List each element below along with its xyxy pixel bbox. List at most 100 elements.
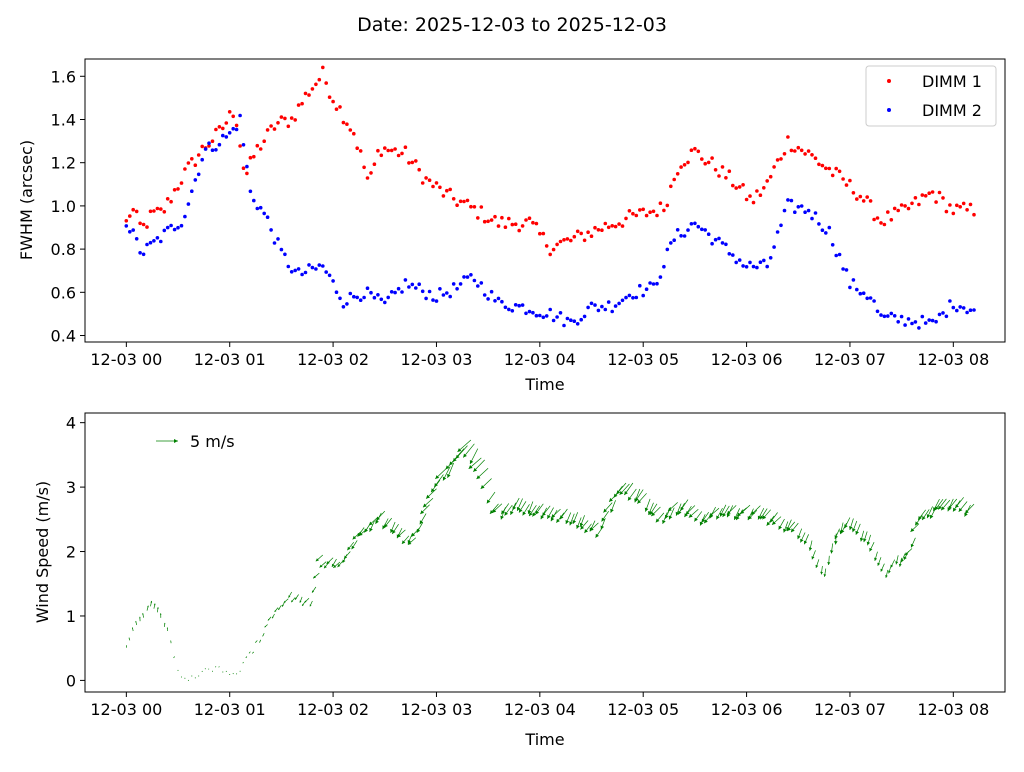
data-point-dimm1 — [273, 127, 277, 131]
data-point-dimm1 — [831, 174, 835, 178]
data-point-dimm1 — [411, 161, 415, 165]
data-point-dimm1 — [321, 66, 325, 70]
data-point-dimm2 — [721, 241, 725, 245]
data-point-dimm2 — [717, 237, 721, 241]
data-point-dimm2 — [180, 224, 184, 228]
data-point-dimm1 — [414, 159, 418, 163]
data-point-dimm1 — [793, 149, 797, 153]
data-point-dimm2 — [125, 224, 129, 228]
data-point-dimm1 — [149, 210, 153, 214]
data-point-dimm1 — [927, 191, 931, 195]
data-point-dimm1 — [855, 197, 859, 201]
data-point-dimm1 — [776, 158, 780, 162]
data-point-dimm2 — [821, 228, 825, 232]
data-point-dimm2 — [769, 256, 773, 260]
data-point-dimm2 — [517, 304, 521, 308]
data-point-dimm2 — [752, 265, 756, 269]
data-point-dimm1 — [597, 228, 601, 232]
data-point-dimm1 — [865, 195, 869, 199]
wind-arrow — [222, 672, 223, 673]
y-tick-label: 1.0 — [51, 197, 76, 216]
data-point-dimm2 — [693, 222, 697, 226]
wind-arrow — [236, 673, 237, 674]
data-point-dimm1 — [731, 184, 735, 188]
data-point-dimm2 — [156, 236, 160, 240]
data-point-dimm2 — [490, 290, 494, 294]
data-point-dimm2 — [952, 306, 956, 310]
data-point-dimm2 — [545, 314, 549, 318]
data-point-dimm2 — [252, 199, 256, 203]
data-point-dimm1 — [352, 132, 356, 136]
data-point-dimm1 — [197, 153, 201, 157]
data-point-dimm1 — [896, 209, 900, 213]
data-point-dimm2 — [163, 229, 167, 233]
data-point-dimm1 — [183, 167, 187, 171]
data-point-dimm1 — [476, 216, 480, 220]
data-point-dimm1 — [404, 145, 408, 149]
data-point-dimm1 — [890, 218, 894, 222]
data-point-dimm2 — [797, 205, 801, 209]
data-point-dimm2 — [131, 228, 135, 232]
data-point-dimm2 — [655, 282, 659, 286]
data-point-dimm2 — [228, 131, 232, 135]
data-point-dimm2 — [448, 295, 452, 299]
data-point-dimm1 — [828, 167, 832, 171]
data-point-dimm2 — [218, 143, 222, 147]
data-point-dimm1 — [500, 216, 504, 220]
data-point-dimm2 — [366, 286, 370, 290]
data-point-dimm2 — [800, 204, 804, 208]
data-point-dimm2 — [728, 252, 732, 256]
data-point-dimm1 — [583, 239, 587, 243]
data-point-dimm2 — [927, 318, 931, 322]
data-point-dimm1 — [728, 169, 732, 173]
data-point-dimm1 — [314, 83, 318, 87]
data-point-dimm2 — [690, 222, 694, 226]
data-point-dimm2 — [207, 141, 211, 145]
data-point-dimm1 — [214, 128, 218, 132]
data-point-dimm2 — [173, 228, 177, 232]
x-tick-label: 12-03 05 — [607, 700, 679, 719]
x-tick-label: 12-03 03 — [400, 350, 472, 369]
data-point-dimm1 — [869, 199, 873, 203]
wind-arrow — [184, 678, 185, 679]
legend-label-dimm2: DIMM 2 — [922, 101, 982, 120]
data-point-dimm1 — [635, 214, 639, 218]
data-point-dimm1 — [225, 121, 229, 125]
data-point-dimm2 — [269, 228, 273, 232]
data-point-dimm1 — [190, 157, 194, 161]
data-point-dimm1 — [576, 230, 580, 234]
data-point-dimm1 — [879, 221, 883, 225]
data-point-dimm2 — [597, 309, 601, 313]
data-point-dimm2 — [386, 296, 390, 300]
data-point-dimm2 — [359, 298, 363, 302]
data-point-dimm1 — [628, 209, 632, 213]
data-point-dimm2 — [338, 297, 342, 301]
data-point-dimm1 — [255, 144, 259, 148]
data-point-dimm1 — [862, 199, 866, 203]
data-point-dimm2 — [242, 143, 246, 147]
y-tick-label: 1.4 — [51, 110, 76, 129]
data-point-dimm1 — [962, 202, 966, 206]
data-point-dimm2 — [259, 206, 263, 210]
data-point-dimm1 — [324, 81, 328, 85]
data-point-dimm1 — [355, 146, 359, 150]
data-point-dimm1 — [745, 198, 749, 202]
data-point-dimm1 — [138, 222, 142, 226]
data-point-dimm1 — [142, 223, 146, 227]
data-point-dimm2 — [521, 303, 525, 307]
data-point-dimm2 — [641, 294, 645, 298]
data-point-dimm2 — [469, 273, 473, 277]
data-point-dimm2 — [707, 232, 711, 236]
data-point-dimm2 — [190, 189, 194, 193]
data-point-dimm1 — [817, 163, 821, 167]
data-point-dimm1 — [293, 118, 297, 122]
wind-y-axis-label: Wind Speed (m/s) — [33, 481, 52, 623]
data-point-dimm1 — [810, 153, 814, 157]
data-point-dimm1 — [304, 92, 308, 96]
data-point-dimm1 — [535, 222, 539, 226]
data-point-dimm1 — [176, 187, 180, 191]
data-point-dimm2 — [700, 228, 704, 232]
data-point-dimm2 — [438, 287, 442, 291]
y-tick-label: 0.8 — [51, 240, 76, 259]
